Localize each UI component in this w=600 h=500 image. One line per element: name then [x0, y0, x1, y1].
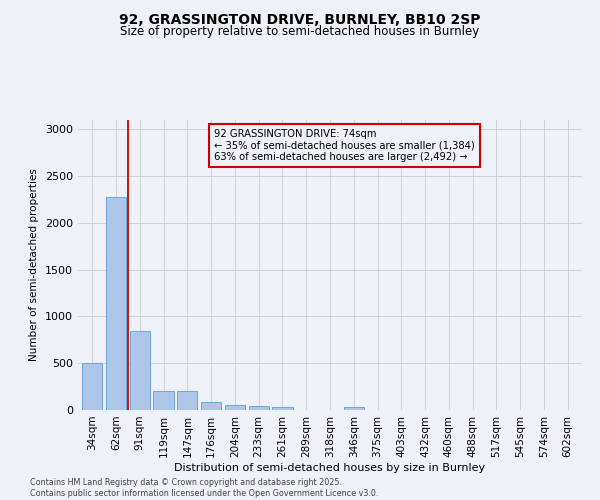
Bar: [272, 406, 293, 410]
Text: 92 GRASSINGTON DRIVE: 74sqm
← 35% of semi-detached houses are smaller (1,384)
63: 92 GRASSINGTON DRIVE: 74sqm ← 35% of sem…: [214, 128, 475, 162]
Bar: [130, 332, 150, 410]
X-axis label: Distribution of semi-detached houses by size in Burnley: Distribution of semi-detached houses by …: [175, 462, 485, 472]
Y-axis label: Number of semi-detached properties: Number of semi-detached properties: [29, 168, 40, 362]
Bar: [177, 392, 197, 410]
Bar: [225, 405, 245, 410]
Text: 92, GRASSINGTON DRIVE, BURNLEY, BB10 2SP: 92, GRASSINGTON DRIVE, BURNLEY, BB10 2SP: [119, 12, 481, 26]
Bar: [154, 392, 173, 410]
Bar: [248, 406, 269, 410]
Text: Contains HM Land Registry data © Crown copyright and database right 2025.
Contai: Contains HM Land Registry data © Crown c…: [30, 478, 379, 498]
Bar: [201, 402, 221, 410]
Bar: [82, 363, 103, 410]
Bar: [106, 196, 126, 410]
Text: Size of property relative to semi-detached houses in Burnley: Size of property relative to semi-detach…: [121, 25, 479, 38]
Bar: [344, 407, 364, 410]
